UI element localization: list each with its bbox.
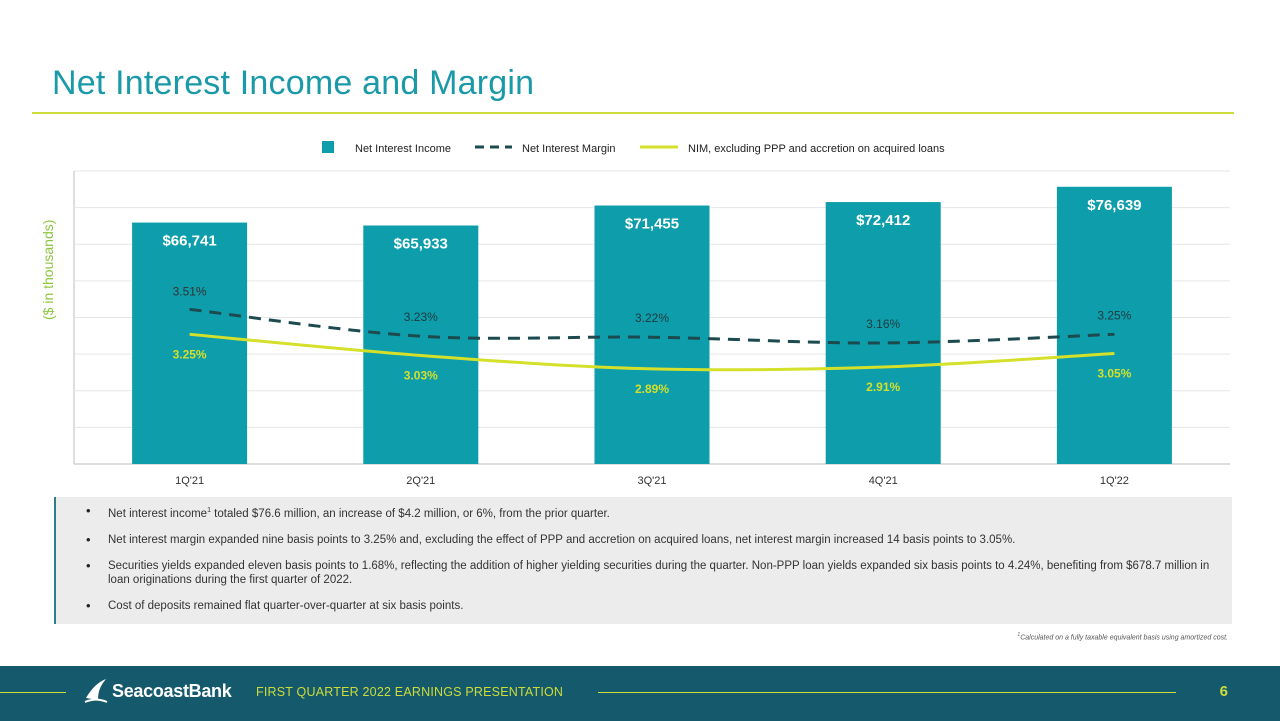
- bar-2Q'21: [363, 225, 479, 464]
- chart-legend: Net Interest Income Net Interest Margin NI…: [322, 141, 945, 155]
- x-tick-label: 4Q'21: [869, 475, 898, 487]
- nim-value-label: 3.25%: [1097, 308, 1131, 322]
- x-tick-label: 2Q'21: [406, 475, 435, 487]
- logo-text: SeacoastBank: [112, 680, 232, 701]
- summary-bullets: Net interest income1 totaled $76.6 milli…: [54, 497, 1232, 624]
- seacoast-logo: SeacoastBank: [84, 678, 232, 704]
- bar-4Q'21: [825, 202, 941, 464]
- nim-ex-value-label: 2.91%: [866, 380, 900, 394]
- x-tick-label: 1Q'21: [175, 475, 204, 487]
- legend-swatch-net-interest-income: [322, 141, 334, 153]
- nim-value-label: 3.22%: [635, 311, 669, 325]
- net-interest-chart: Net Interest Income Net Interest Margin NI…: [73, 141, 1230, 487]
- bar-labels: $66,741 $65,933 $71,455 $72,412 $76,639: [162, 197, 1141, 253]
- nim-excluding-ppp-line: [189, 332, 1115, 372]
- nim-value-label: 3.16%: [866, 317, 900, 331]
- bar-1Q'21: [132, 222, 248, 464]
- footnote: 1Calculated on a fully taxable equivalen…: [1017, 632, 1228, 642]
- nim-value-label: 3.23%: [404, 310, 438, 324]
- footer-rule-left: [0, 692, 66, 693]
- presentation-title: FIRST QUARTER 2022 EARNINGS PRESENTATION: [256, 685, 564, 699]
- bar-value-label: $66,741: [162, 233, 216, 250]
- footer-rule-right: [598, 692, 1176, 693]
- nim-ex-value-label: 3.03%: [404, 368, 438, 382]
- legend-label-net-interest-income: Net Interest Income: [355, 143, 451, 155]
- legend-label-net-interest-margin: Net Interest Margin: [522, 143, 616, 155]
- page-number: 6: [1219, 683, 1228, 700]
- net-interest-margin-line: [189, 307, 1115, 345]
- bullet-item: Net interest margin expanded nine basis …: [86, 533, 1212, 547]
- bar-1Q'22: [1056, 186, 1172, 465]
- bar-value-label: $72,412: [856, 212, 910, 229]
- bars: [132, 186, 1172, 465]
- nim-ex-value-label: 3.25%: [173, 347, 207, 361]
- sail-icon: [84, 679, 108, 703]
- line-labels: 3.51% 3.23% 3.22% 3.16% 3.25% 3.25% 3.03% 2.89%…: [173, 284, 1132, 396]
- bullet-item: Cost of deposits remained flat quarter-o…: [86, 599, 1212, 613]
- nim-ex-value-label: 2.89%: [635, 382, 669, 396]
- bar-3Q'21: [594, 205, 710, 464]
- legend-label-nim-excluding-ppp: NIM, excluding PPP and accretion on acqu…: [688, 143, 945, 155]
- footer-bar: SeacoastBank FIRST QUARTER 2022 EARNINGS…: [0, 666, 1280, 721]
- bar-value-label: $76,639: [1087, 197, 1141, 214]
- title-divider: [32, 112, 1234, 114]
- bar-value-label: $71,455: [625, 216, 679, 233]
- x-tick-label: 1Q'22: [1100, 475, 1129, 487]
- nim-value-label: 3.51%: [173, 284, 207, 298]
- nim-ex-value-label: 3.05%: [1097, 367, 1131, 381]
- bullet-item: Net interest income1 totaled $76.6 milli…: [86, 504, 1212, 521]
- bar-value-label: $65,933: [394, 236, 448, 253]
- page-title: Net Interest Income and Margin: [52, 64, 535, 102]
- bullet-item: Securities yields expanded eleven basis …: [86, 559, 1212, 587]
- x-tick-label: 3Q'21: [637, 475, 666, 487]
- series-lines: [189, 307, 1115, 372]
- x-tick-labels: 1Q'21 2Q'21 3Q'21 4Q'21 1Q'22: [175, 475, 1129, 487]
